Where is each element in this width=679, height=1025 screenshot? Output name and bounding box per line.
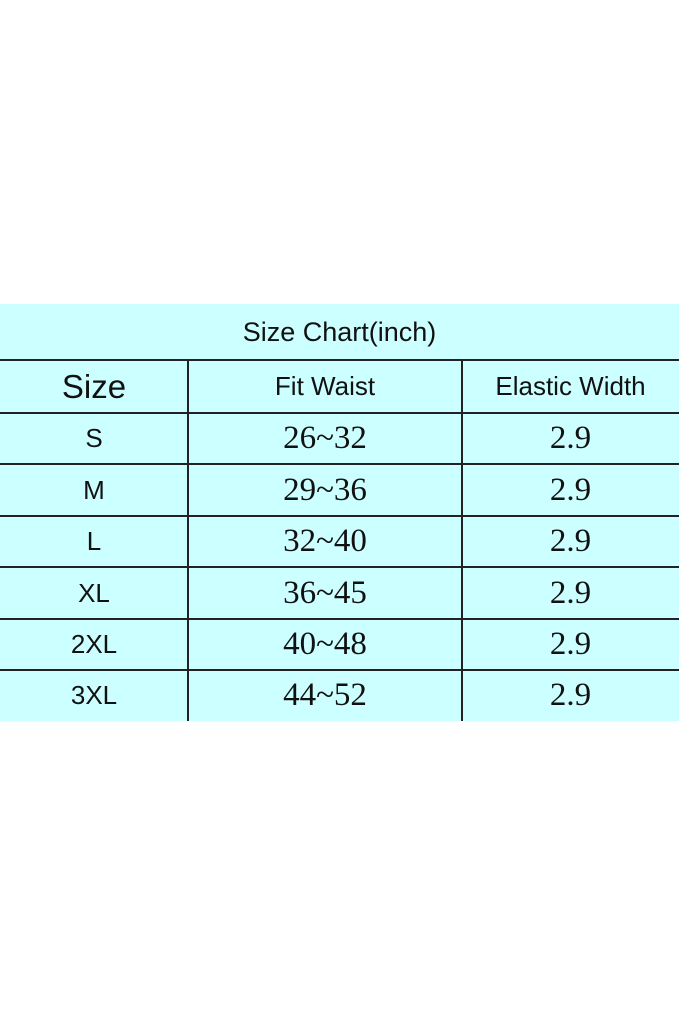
fit-waist-cell: 40~48: [283, 626, 367, 662]
elastic-width-cell: 2.9: [549, 523, 592, 559]
size-cell: 2XL: [70, 629, 118, 659]
row-divider: [0, 463, 679, 465]
elastic-width-cell: 2.9: [549, 471, 592, 508]
elastic-width-cell: 2.9: [549, 626, 592, 662]
row-divider: [0, 618, 679, 620]
column-divider: [187, 360, 189, 721]
column-header: Fit Waist: [274, 371, 376, 401]
size-cell: M: [83, 474, 105, 505]
row-divider: [0, 669, 679, 671]
column-divider: [461, 360, 463, 721]
size-cell: 3XL: [70, 680, 118, 710]
column-header: Elastic Width: [495, 371, 646, 401]
fit-waist-cell: 36~45: [283, 574, 367, 611]
fit-waist-cell: 32~40: [283, 523, 367, 559]
row-divider: [0, 566, 679, 568]
size-cell: S: [85, 423, 103, 453]
fit-waist-cell: 44~52: [283, 677, 367, 713]
column-header: Size: [61, 367, 127, 405]
table-title: Size Chart(inch): [242, 316, 437, 347]
row-divider: [0, 515, 679, 517]
row-divider: [0, 359, 679, 361]
size-cell: L: [86, 526, 102, 556]
size-chart-table: Size Chart(inch) Size Fit Waist Elastic Wid…: [0, 304, 679, 721]
elastic-width-cell: 2.9: [549, 574, 592, 611]
size-cell: XL: [78, 577, 110, 608]
fit-waist-cell: 29~36: [283, 471, 367, 508]
elastic-width-cell: 2.9: [549, 420, 592, 456]
elastic-width-cell: 2.9: [549, 677, 592, 713]
row-divider: [0, 412, 679, 414]
fit-waist-cell: 26~32: [283, 420, 367, 456]
